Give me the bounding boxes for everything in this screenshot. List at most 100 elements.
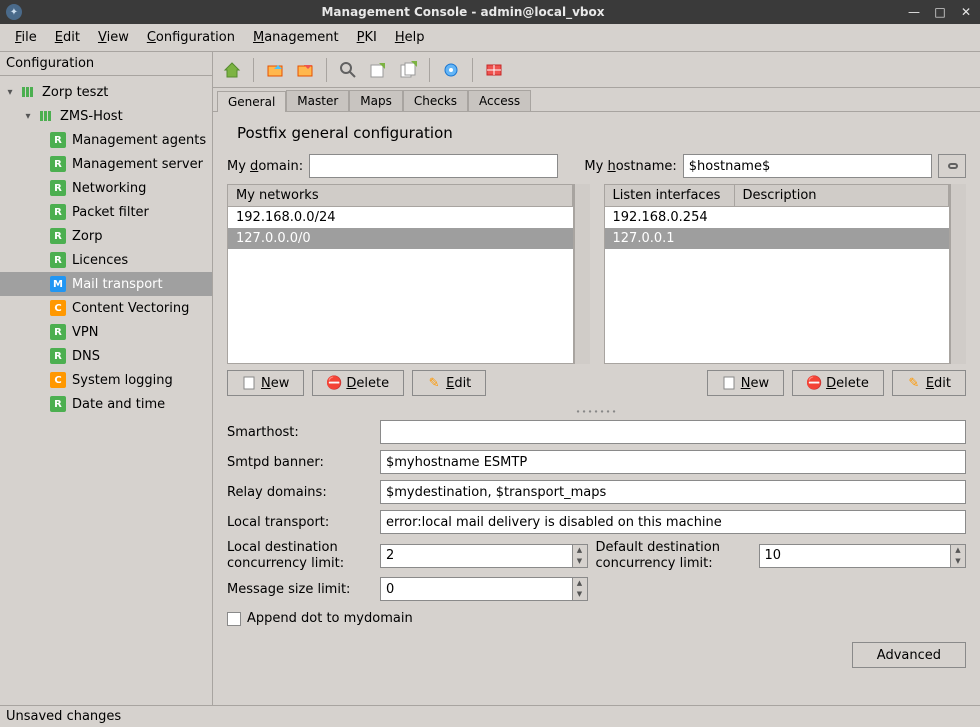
- mydomain-input[interactable]: [309, 154, 558, 178]
- networks-new-button[interactable]: New: [227, 370, 304, 396]
- toolbar-home[interactable]: [219, 57, 245, 83]
- append-dot-checkbox[interactable]: [227, 612, 241, 626]
- spin-buttons[interactable]: ▲▼: [950, 544, 966, 568]
- toolbar-firewall[interactable]: [481, 57, 507, 83]
- toolbar-import[interactable]: [395, 57, 421, 83]
- sidebar-item-label: Packet filter: [70, 205, 149, 220]
- banner-label: Smtpd banner:: [227, 455, 372, 470]
- sidebar-item[interactable]: C System logging: [0, 368, 212, 392]
- menu-pki[interactable]: PKI: [348, 28, 386, 47]
- toolbar-sep: [326, 58, 327, 82]
- module-icon: R: [50, 132, 66, 148]
- myhostname-label: My hostname:: [584, 159, 676, 174]
- close-button[interactable]: ✕: [958, 5, 974, 19]
- sidebar-item[interactable]: RZorp: [0, 224, 212, 248]
- sidebar-item-label: Management server: [70, 157, 203, 172]
- chevron-down-icon[interactable]: ▾: [22, 111, 34, 122]
- toolbar-export[interactable]: [365, 57, 391, 83]
- interfaces-list[interactable]: 192.168.0.254127.0.0.1: [605, 207, 950, 363]
- toolbar-open[interactable]: [262, 57, 288, 83]
- main: General Master Maps Checks Access Postfi…: [213, 52, 980, 705]
- menu-help[interactable]: Help: [386, 28, 434, 47]
- sidebar-item[interactable]: CContent Vectoring: [0, 296, 212, 320]
- interfaces-header-b[interactable]: Description: [735, 185, 950, 206]
- local-conc-input[interactable]: [380, 544, 572, 568]
- myhostname-input[interactable]: [683, 154, 932, 178]
- mydomain-label: My domain:: [227, 159, 303, 174]
- tab-maps[interactable]: Maps: [349, 90, 403, 111]
- interfaces-row[interactable]: 192.168.0.254: [605, 207, 950, 228]
- networks-header[interactable]: My networks: [228, 185, 573, 206]
- site-icon: [20, 84, 36, 100]
- module-icon: M: [50, 276, 66, 292]
- tab-checks[interactable]: Checks: [403, 90, 468, 111]
- advanced-button[interactable]: Advanced: [852, 642, 966, 668]
- sidebar-item-label: DNS: [70, 349, 100, 364]
- menu-file[interactable]: File: [6, 28, 46, 47]
- sidebar-item[interactable]: R Packet filter: [0, 200, 212, 224]
- tab-general[interactable]: General: [217, 91, 286, 112]
- tree-host[interactable]: ▾ ZMS-Host: [0, 104, 212, 128]
- sidebar-item-label: System logging: [70, 373, 173, 388]
- tab-access[interactable]: Access: [468, 90, 531, 111]
- interfaces-new-button[interactable]: New: [707, 370, 784, 396]
- interfaces-edit-button[interactable]: ✎Edit: [892, 370, 966, 396]
- networks-delete-button[interactable]: ⛔Delete: [312, 370, 404, 396]
- menu-edit[interactable]: Edit: [46, 28, 89, 47]
- interfaces-delete-button[interactable]: ⛔Delete: [792, 370, 884, 396]
- sidebar-item-label: Zorp: [70, 229, 102, 244]
- tree[interactable]: ▾ Zorp teszt ▾ ZMS-Host RManagement agen…: [0, 76, 212, 705]
- append-dot-row[interactable]: Append dot to mydomain: [227, 611, 966, 626]
- tab-master[interactable]: Master: [286, 90, 349, 111]
- sidebar-item[interactable]: MMail transport: [0, 272, 212, 296]
- module-icon: C: [50, 372, 66, 388]
- networks-list[interactable]: 192.168.0.0/24127.0.0.0/0: [228, 207, 573, 363]
- banner-input[interactable]: [380, 450, 966, 474]
- menu-view[interactable]: View: [89, 28, 138, 47]
- msgsize-input[interactable]: [380, 577, 572, 601]
- networks-row[interactable]: 192.168.0.0/24: [228, 207, 573, 228]
- menu-management[interactable]: Management: [244, 28, 348, 47]
- relay-input[interactable]: [380, 480, 966, 504]
- sidebar-item[interactable]: RVPN: [0, 320, 212, 344]
- sidebar-item[interactable]: RDate and time: [0, 392, 212, 416]
- sidebar: Configuration ▾ Zorp teszt ▾ ZMS-Host RM…: [0, 52, 213, 705]
- scrollbar[interactable]: [950, 184, 966, 364]
- module-icon: R: [50, 180, 66, 196]
- default-conc-input[interactable]: [759, 544, 951, 568]
- sidebar-item[interactable]: RNetworking: [0, 176, 212, 200]
- networks-row[interactable]: 127.0.0.0/0: [228, 228, 573, 249]
- sidebar-item-label: Content Vectoring: [70, 301, 189, 316]
- default-conc-spin: ▲▼: [759, 544, 967, 568]
- sidebar-item[interactable]: RManagement server: [0, 152, 212, 176]
- maximize-button[interactable]: □: [932, 5, 948, 19]
- interfaces-header-a[interactable]: Listen interfaces: [605, 185, 735, 206]
- menu-configuration[interactable]: Configuration: [138, 28, 244, 47]
- chevron-down-icon[interactable]: ▾: [4, 87, 16, 98]
- sidebar-item[interactable]: R DNS: [0, 344, 212, 368]
- local-transport-label: Local transport:: [227, 515, 372, 530]
- smarthost-label: Smarthost:: [227, 425, 372, 440]
- sidebar-item[interactable]: RLicences: [0, 248, 212, 272]
- module-icon: R: [50, 396, 66, 412]
- tree-root[interactable]: ▾ Zorp teszt: [0, 80, 212, 104]
- interfaces-row[interactable]: 127.0.0.1: [605, 228, 950, 249]
- toolbar-settings[interactable]: [438, 57, 464, 83]
- module-icon: R: [50, 204, 66, 220]
- toolbar-save[interactable]: [292, 57, 318, 83]
- smarthost-input[interactable]: [380, 420, 966, 444]
- splitter-handle[interactable]: ∙∙∙∙∙∙∙: [227, 408, 966, 414]
- scrollbar[interactable]: [574, 184, 590, 364]
- sidebar-title: Configuration: [0, 52, 212, 76]
- local-conc-label: Local destinationconcurrency limit:: [227, 540, 372, 571]
- local-transport-input[interactable]: [380, 510, 966, 534]
- minimize-button[interactable]: —: [906, 5, 922, 19]
- hostname-link-button[interactable]: [938, 154, 966, 178]
- networks-edit-button[interactable]: ✎Edit: [412, 370, 486, 396]
- module-icon: R: [50, 348, 66, 364]
- spin-buttons[interactable]: ▲▼: [572, 577, 588, 601]
- status-text: Unsaved changes: [6, 709, 121, 724]
- sidebar-item[interactable]: RManagement agents: [0, 128, 212, 152]
- toolbar-search[interactable]: [335, 57, 361, 83]
- spin-buttons[interactable]: ▲▼: [572, 544, 588, 568]
